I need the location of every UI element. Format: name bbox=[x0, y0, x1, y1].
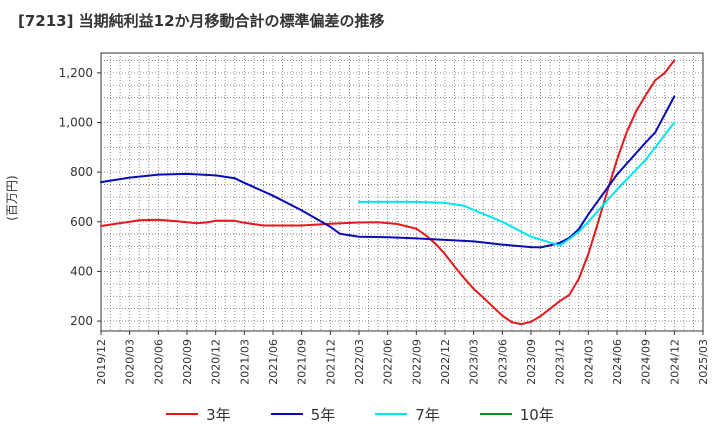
x-tick-label: 2024/09 bbox=[640, 339, 653, 385]
legend-label: 7年 bbox=[415, 405, 440, 424]
legend-label: 10年 bbox=[519, 405, 554, 424]
y-axis: 200 400 600 800 1,000 1,200 bbox=[59, 66, 101, 328]
legend-swatch bbox=[375, 413, 408, 415]
y-tick-label: 400 bbox=[70, 264, 93, 278]
x-axis: 2019/12 2020/03 2020/06 2020/09 2020/12 2021/… bbox=[95, 331, 710, 385]
y-tick-label: 1,000 bbox=[59, 116, 93, 130]
series-lines bbox=[100, 59, 676, 326]
x-tick-label: 2024/12 bbox=[668, 339, 681, 385]
x-tick-label: 2020/03 bbox=[124, 339, 137, 385]
series-line-7年 bbox=[358, 121, 676, 247]
x-tick-label: 2022/03 bbox=[353, 339, 366, 385]
x-tick-label: 2022/09 bbox=[410, 339, 423, 385]
series-line-5年 bbox=[100, 95, 676, 249]
legend: 3年 5年 7年 10年 bbox=[0, 402, 720, 426]
legend-item: 5年 bbox=[270, 404, 336, 425]
series-line-3年 bbox=[100, 59, 676, 326]
x-tick-label: 2021/03 bbox=[238, 339, 251, 385]
y-tick-label: 1,200 bbox=[59, 66, 93, 80]
x-tick-label: 2024/06 bbox=[611, 339, 624, 385]
y-tick-label: 200 bbox=[70, 314, 93, 328]
x-tick-label: 2019/12 bbox=[95, 339, 108, 385]
legend-item: 3年 bbox=[166, 404, 231, 425]
chart-title: [7213] 当期純利益12か月移動合計の標準偏差の推移 bbox=[18, 12, 385, 30]
x-tick-label: 2023/03 bbox=[468, 339, 481, 385]
legend-swatch bbox=[270, 413, 303, 415]
x-tick-label: 2023/09 bbox=[525, 339, 538, 385]
x-tick-label: 2023/12 bbox=[554, 339, 567, 385]
x-tick-label: 2021/12 bbox=[324, 339, 337, 385]
x-tick-label: 2021/06 bbox=[267, 339, 280, 385]
x-tick-label: 2025/03 bbox=[697, 339, 710, 385]
x-tick-label: 2022/06 bbox=[382, 339, 395, 385]
legend-item: 7年 bbox=[375, 404, 440, 425]
x-tick-label: 2020/12 bbox=[210, 339, 223, 385]
x-tick-label: 2020/06 bbox=[152, 339, 165, 385]
x-tick-label: 2022/12 bbox=[439, 339, 452, 385]
x-tick-label: 2024/03 bbox=[582, 339, 595, 385]
legend-swatch bbox=[479, 413, 512, 415]
x-tick-label: 2021/09 bbox=[296, 339, 309, 385]
y-tick-label: 800 bbox=[70, 165, 93, 179]
y-tick-label: 600 bbox=[70, 215, 93, 229]
grid-lines bbox=[100, 52, 704, 332]
x-tick-label: 2023/06 bbox=[496, 339, 509, 385]
y-axis-label: (百万円) bbox=[5, 175, 19, 220]
legend-label: 5年 bbox=[310, 405, 336, 424]
legend-swatch bbox=[166, 413, 199, 415]
x-tick-label: 2020/09 bbox=[181, 339, 194, 385]
legend-label: 3年 bbox=[206, 405, 231, 424]
legend-item: 10年 bbox=[479, 404, 554, 425]
plot-frame bbox=[100, 52, 704, 332]
